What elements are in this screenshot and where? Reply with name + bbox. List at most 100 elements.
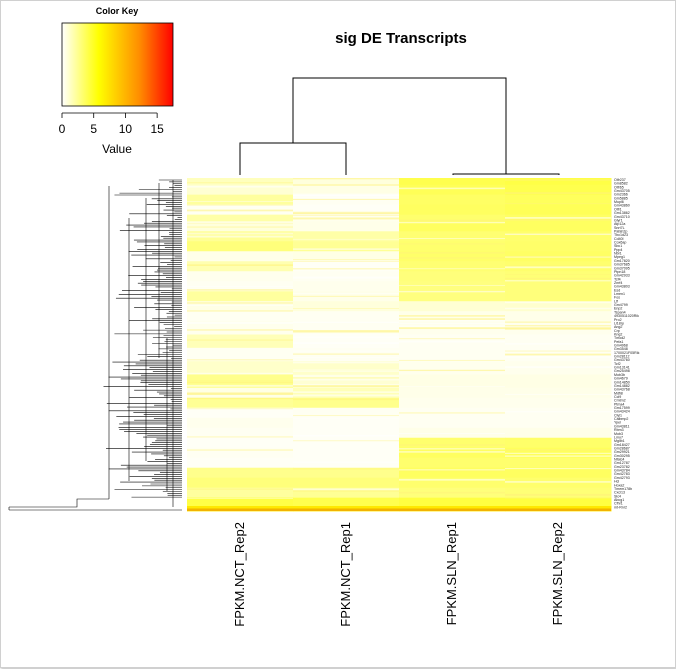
row-label: Gm43811 — [614, 424, 630, 428]
heatmap-row-stripe — [187, 391, 293, 393]
heatmap-cell — [399, 281, 506, 292]
heatmap-cell — [187, 437, 294, 449]
heatmap-cell — [399, 397, 506, 409]
heatmap-cell — [293, 487, 400, 499]
row-label: Fos — [614, 296, 620, 300]
heatmap-row-stripe — [293, 238, 399, 240]
row-label: Gm43860 — [614, 204, 630, 208]
heatmap-row-stripe — [399, 322, 505, 324]
heatmap-row-stripe — [399, 319, 505, 322]
row-label: Gm4799 — [614, 303, 628, 307]
heatmap-cell — [399, 231, 506, 242]
heatmap-row-stripe — [187, 380, 293, 382]
heatmap-cell — [293, 221, 400, 232]
heatmap-row-stripe — [505, 301, 611, 304]
heatmap-cell — [505, 194, 612, 206]
heatmap-row-stripe — [293, 415, 399, 416]
heatmap-cell — [293, 457, 400, 469]
heatmap-row-stripe — [187, 397, 293, 400]
heatmap-row-stripe — [293, 308, 399, 309]
row-label: Crp — [614, 329, 620, 333]
heatmap-row-stripe — [399, 448, 505, 450]
row-label: Ptpn18 — [614, 270, 625, 274]
heatmap-row-stripe — [505, 192, 611, 195]
heatmap-cell — [293, 311, 400, 322]
heatmap-cell — [293, 184, 400, 196]
row-label: Mob3 — [614, 432, 623, 436]
heatmap-cell — [293, 427, 400, 439]
heatmap-row-stripe — [187, 289, 293, 291]
heatmap-row-stripe — [399, 315, 505, 317]
heatmap-row-stripe — [187, 235, 293, 238]
heatmap-row-stripe — [399, 257, 505, 259]
heatmap-row-stripe — [399, 444, 505, 446]
heatmap-row-stripe — [505, 481, 611, 483]
row-label: Glyr1 — [614, 218, 623, 222]
row-label: Clyl1 — [614, 413, 622, 417]
heatmap-cell — [187, 241, 294, 252]
heatmap-cell — [399, 374, 506, 389]
heatmap-row-stripe — [505, 321, 611, 323]
heatmap-row-stripe — [293, 194, 399, 196]
heatmap-row-stripe — [293, 461, 399, 463]
row-label: Kng2 — [614, 332, 622, 336]
heatmap-cell — [505, 231, 612, 242]
heatmap-cell — [399, 457, 506, 469]
heatmap-cell — [293, 251, 400, 262]
heatmap-cell — [399, 204, 506, 216]
row-label: Hoxa2 — [614, 483, 624, 487]
heatmap-cell — [293, 497, 400, 507]
heatmap-row-stripe — [293, 268, 399, 270]
heatmap-cell — [187, 184, 294, 196]
row-label: Ang2 — [614, 325, 622, 329]
heatmap-row-stripe — [399, 252, 505, 254]
heatmap-row-stripe — [293, 361, 399, 364]
heatmap-cell — [293, 334, 400, 349]
heatmap-row-stripe — [399, 290, 505, 293]
heatmap-row-stripe — [399, 369, 505, 372]
heatmap-row-stripe — [399, 221, 505, 224]
heatmap-row-stripe — [505, 327, 611, 330]
row-label: Gm5885 — [614, 196, 628, 200]
row-label: Gm28687 — [614, 446, 630, 450]
row-label: Znrf4 — [614, 281, 622, 285]
heatmap-row-stripe — [505, 266, 611, 269]
column-label: FPKM.SLN_Rep2 — [550, 522, 565, 625]
heatmap-cell — [187, 347, 294, 362]
heatmap-row-stripe — [293, 336, 399, 338]
heatmap-row-stripe — [187, 226, 293, 228]
row-label: Gm43784 — [614, 469, 630, 473]
row-label: Gm42793 — [614, 476, 630, 480]
heatmap-cell — [505, 487, 612, 499]
heatmap-cell — [187, 457, 294, 469]
heatmap-cell — [399, 214, 506, 222]
heatmap-cell — [505, 221, 612, 232]
heatmap-row-stripe — [399, 478, 505, 481]
heatmap-row-stripe — [399, 412, 505, 414]
row-label: Esd — [614, 288, 620, 292]
column-labels: FPKM.NCT_Rep2 FPKM.NCT_Rep1 FPKM.SLN_Rep1 F… — [232, 522, 565, 627]
heatmap-cell — [187, 261, 294, 272]
heatmap-cell — [505, 291, 612, 302]
heatmap-row-stripe — [293, 468, 399, 470]
heatmap-cell — [505, 301, 612, 312]
heatmap-cell — [505, 241, 612, 252]
heatmap-cell — [399, 477, 506, 489]
heatmap-row-stripe — [293, 384, 399, 386]
heatmap-cell — [399, 497, 506, 507]
heatmap-cell — [187, 214, 294, 222]
row-label: Cd40l — [614, 237, 624, 241]
heatmap-cell — [187, 178, 294, 186]
heatmap-cell — [187, 311, 294, 322]
row-label: Cox6ap — [614, 241, 626, 245]
heatmap-row-stripe — [293, 193, 399, 196]
row-label: Gm12787 — [614, 461, 630, 465]
row-label: Gm37095 — [614, 266, 630, 270]
heatmap-cell — [505, 374, 612, 389]
heatmap-cell — [187, 447, 294, 459]
heatmap-cell — [505, 427, 612, 439]
heatmap-row-stripe — [293, 417, 399, 419]
heatmap-cell — [187, 221, 294, 232]
row-label: Gm42783 — [614, 472, 630, 476]
heatmap-row-stripe — [293, 353, 399, 355]
